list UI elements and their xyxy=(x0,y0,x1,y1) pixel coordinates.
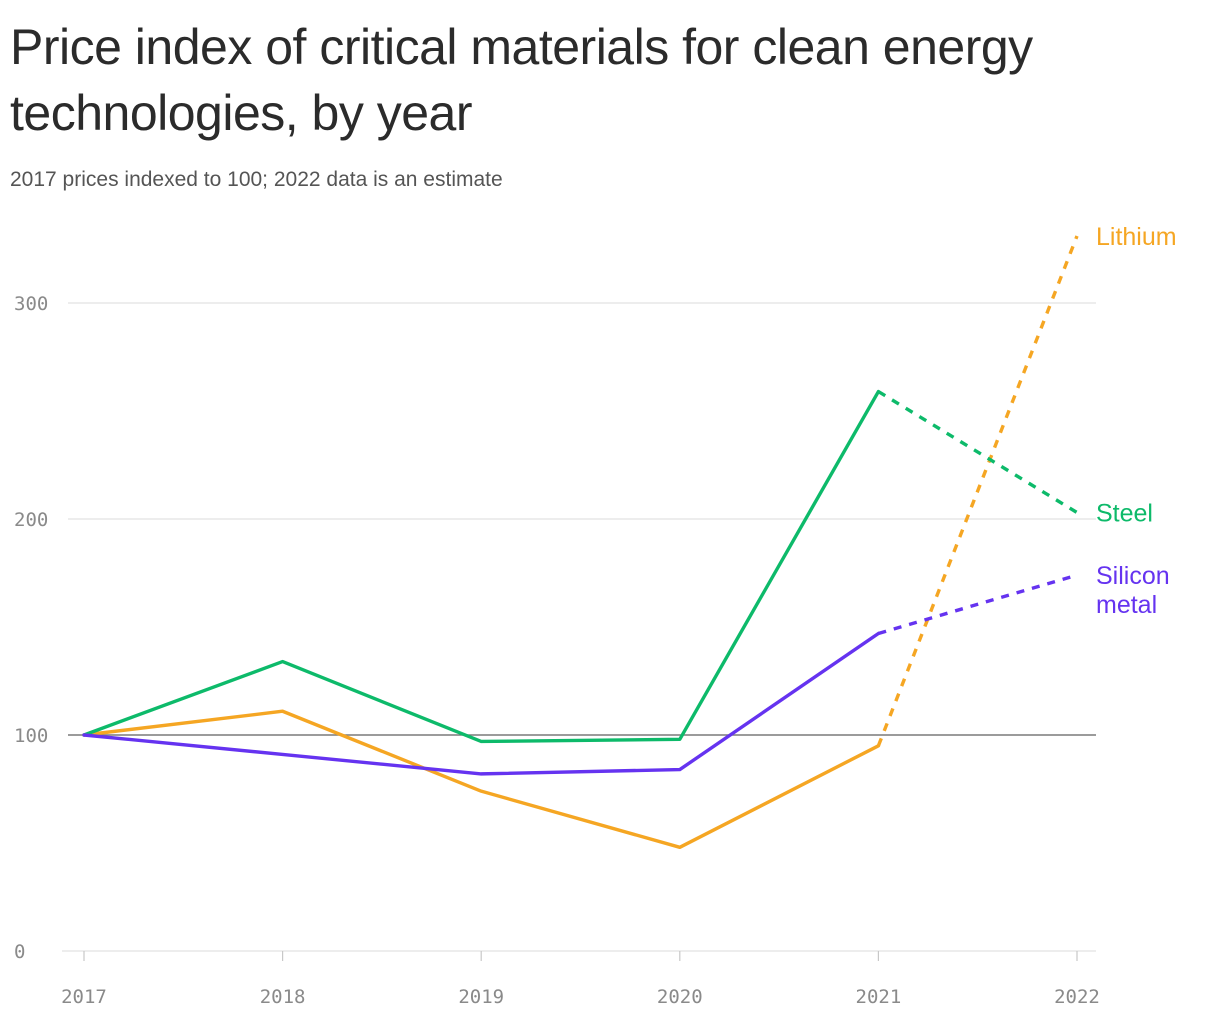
series-estimate-line-silicon-metal xyxy=(877,573,1078,636)
series-estimate-line-steel xyxy=(877,390,1078,514)
series-line-silicon-metal xyxy=(82,631,881,776)
series-label: Steel xyxy=(1096,500,1153,528)
chart-subtitle: 2017 prices indexed to 100; 2022 data is… xyxy=(10,168,503,191)
y-tick-label: 100 xyxy=(14,725,48,747)
x-tick-label: 2020 xyxy=(657,986,703,1008)
series-label: Lithium xyxy=(1096,223,1177,251)
x-tick-label: 2022 xyxy=(1054,986,1100,1008)
series-line-steel xyxy=(82,389,881,744)
x-tick-label: 2018 xyxy=(260,986,306,1008)
x-tick-label: 2019 xyxy=(458,986,504,1008)
y-tick-label: 0 xyxy=(14,941,25,963)
y-tick-label: 300 xyxy=(14,293,48,315)
chart-title: Price index of critical materials for cl… xyxy=(10,19,1033,141)
series-label: Silicon xyxy=(1096,562,1170,590)
x-tick-label: 2017 xyxy=(61,986,107,1008)
series-label: metal xyxy=(1096,591,1157,619)
series-estimate-line-lithium xyxy=(876,235,1079,747)
x-tick-label: 2021 xyxy=(856,986,902,1008)
y-tick-label: 200 xyxy=(14,509,48,531)
series-line-lithium xyxy=(82,709,881,850)
